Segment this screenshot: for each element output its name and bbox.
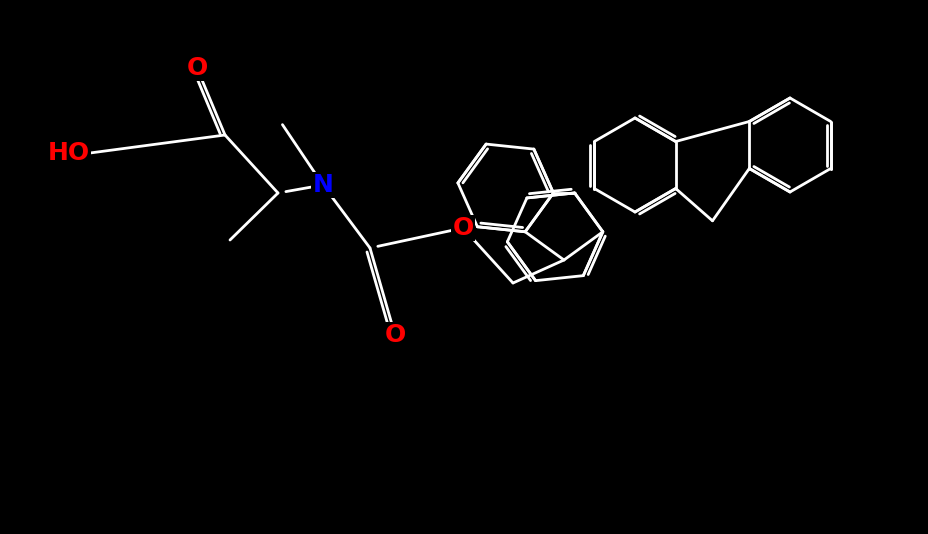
Text: O: O bbox=[452, 216, 473, 240]
Text: O: O bbox=[384, 323, 406, 347]
Text: HO: HO bbox=[48, 141, 90, 165]
Text: N: N bbox=[312, 173, 333, 197]
Text: O: O bbox=[187, 56, 207, 80]
